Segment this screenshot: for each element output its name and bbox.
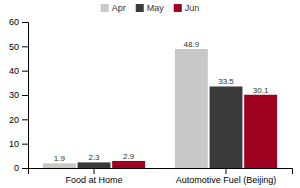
x-tick-mark: [94, 168, 95, 174]
y-axis-line: [22, 23, 29, 169]
bar: [43, 163, 76, 168]
bar: [210, 86, 243, 168]
data-label: 30.1: [253, 86, 269, 95]
y-tick-label: 20: [9, 115, 19, 125]
x-tick: Food at Home: [65, 168, 122, 185]
legend-item: May: [136, 3, 165, 13]
x-tick-label: Automotive Fuel (Beijing): [176, 175, 277, 185]
x-axis-line: [29, 169, 293, 175]
data-label: 1.9: [54, 154, 66, 163]
y-tick: 0: [14, 163, 28, 173]
y-tick: 10: [9, 139, 28, 149]
legend-item: Apr: [101, 3, 126, 13]
y-tick-label: 10: [9, 139, 19, 149]
y-tick-mark: [22, 119, 28, 120]
y-tick: 20: [9, 115, 28, 125]
y-tick-label: 50: [9, 42, 19, 52]
y-tick-label: 40: [9, 66, 19, 76]
bar: [175, 49, 208, 168]
y-tick-mark: [22, 46, 28, 47]
data-label: 2.9: [123, 152, 135, 161]
plot: 0 10 20 30 40 50 60 Food at Home Automotive Fuel…: [9, 17, 293, 185]
legend: Apr May Jun: [101, 3, 200, 13]
bar: [112, 161, 145, 168]
y-tick-mark: [22, 168, 28, 169]
legend-swatch: [101, 4, 109, 12]
data-label: 48.9: [184, 40, 200, 49]
x-tick-mark: [226, 168, 227, 174]
y-tick: 50: [9, 42, 28, 52]
y-tick-mark: [22, 144, 28, 145]
x-tick-label: Food at Home: [65, 175, 122, 185]
bar: [78, 162, 111, 168]
y-tick-label: 0: [14, 163, 19, 173]
y-tick-label: 60: [9, 17, 19, 27]
legend-label: May: [147, 3, 165, 13]
data-labels: 1.9 48.9 2.3 33.5 2.9 30.1: [54, 40, 269, 163]
y-tick: 40: [9, 66, 28, 76]
legend-item: Jun: [174, 3, 200, 13]
data-label: 2.3: [88, 153, 100, 162]
y-tick-mark: [22, 22, 28, 23]
bars: [43, 49, 277, 168]
y-tick: 30: [9, 90, 28, 100]
legend-swatch: [174, 4, 182, 12]
legend-label: Apr: [112, 3, 126, 13]
y-axis: 0 10 20 30 40 50 60: [9, 17, 29, 173]
data-label: 33.5: [218, 77, 234, 86]
x-axis: Food at Home Automotive Fuel (Beijing): [29, 168, 293, 185]
y-tick: 60: [9, 17, 28, 27]
x-tick: Automotive Fuel (Beijing): [176, 168, 277, 185]
y-tick-mark: [22, 71, 28, 72]
y-tick-mark: [22, 95, 28, 96]
y-tick-label: 30: [9, 90, 19, 100]
legend-label: Jun: [185, 3, 200, 13]
legend-swatch: [136, 4, 144, 12]
bar: [244, 95, 277, 168]
chart: 0 10 20 30 40 50 60 Food at Home Automotive Fuel…: [0, 0, 300, 188]
